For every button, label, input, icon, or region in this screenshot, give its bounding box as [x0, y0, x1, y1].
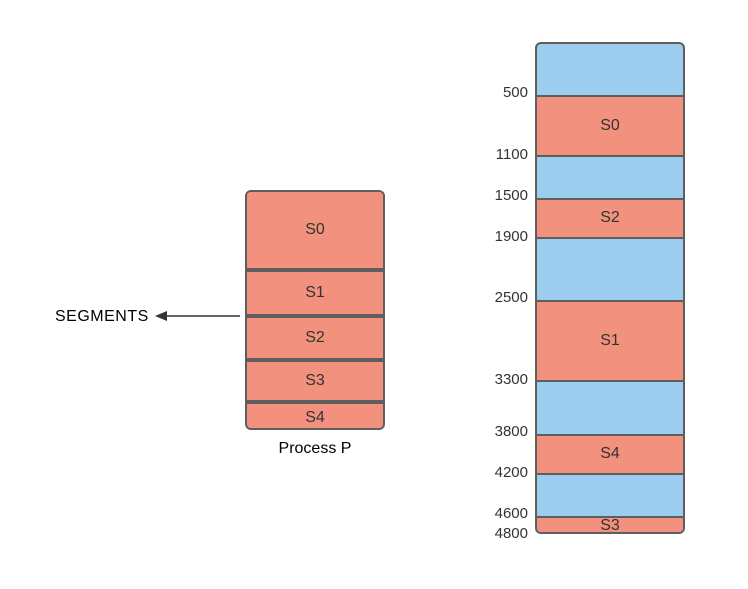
- memory-block: S1: [535, 300, 685, 382]
- memory-block-label: S2: [600, 209, 620, 227]
- segment-label: S4: [305, 409, 325, 427]
- segment-label: S0: [305, 221, 325, 239]
- memory-block: S3: [535, 516, 685, 535]
- memory-block-label: S3: [600, 517, 620, 534]
- memory-address: 4200: [480, 464, 528, 481]
- segment-label: S1: [305, 284, 325, 302]
- memory-address: 3800: [480, 423, 528, 440]
- memory-address: 2500: [480, 289, 528, 306]
- memory-address: 1100: [480, 146, 528, 163]
- memory-block: S4: [535, 434, 685, 475]
- segment-label: S3: [305, 372, 325, 390]
- process-segment: S1: [247, 270, 383, 316]
- memory-block-label: S4: [600, 445, 620, 463]
- memory-address: 3300: [480, 371, 528, 388]
- memory-container: S0 S2 S1 S4 S3: [535, 42, 685, 534]
- process-segment: S3: [247, 360, 383, 402]
- process-segment: S4: [247, 402, 383, 430]
- memory-block-label: S0: [600, 117, 620, 135]
- process-caption: Process P: [245, 440, 385, 458]
- arrow-segments: [155, 306, 245, 326]
- memory-address: 1500: [480, 187, 528, 204]
- memory-address: 4600: [480, 505, 528, 522]
- segment-label: S2: [305, 329, 325, 347]
- memory-block: S2: [535, 198, 685, 239]
- process-segment: S0: [247, 192, 383, 270]
- memory-address: 4800: [480, 525, 528, 542]
- memory-block-label: S1: [600, 332, 620, 350]
- memory-address: 500: [480, 84, 528, 101]
- memory-address: 1900: [480, 228, 528, 245]
- memory-block: S0: [535, 95, 685, 157]
- process-segment: S2: [247, 316, 383, 360]
- segments-label: SEGMENTS: [55, 308, 149, 326]
- process-container: S0 S1 S2 S3 S4: [245, 190, 385, 430]
